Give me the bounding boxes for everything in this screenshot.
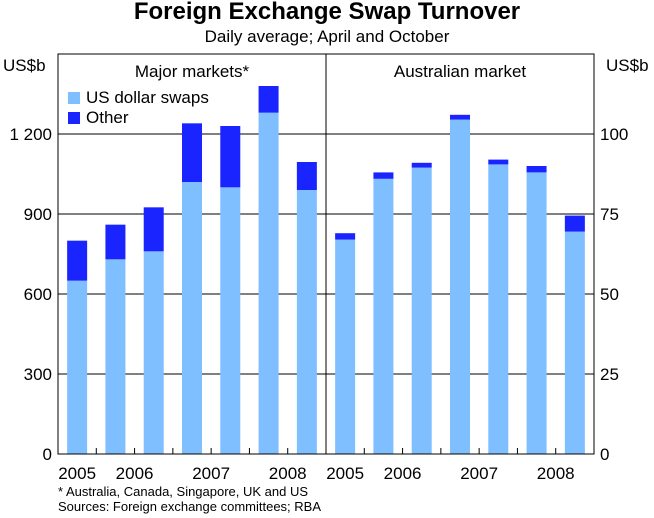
left-tick-label: 0 (43, 445, 52, 464)
major-bar-us-dollar-swaps (105, 259, 126, 454)
australian-bar-us-dollar-swaps (335, 239, 356, 454)
major-bar-us-dollar-swaps (296, 190, 317, 454)
major-bar-other (105, 224, 126, 260)
panel-title-major-markets: Major markets* (134, 62, 250, 81)
right-tick-label: 75 (600, 205, 619, 224)
legend-label-other: Other (86, 108, 129, 127)
major-bar-other (296, 162, 317, 190)
right-tick-label: 100 (600, 125, 628, 144)
australian-bar-other (450, 114, 470, 120)
major-bar-other (258, 86, 279, 113)
australian-bar-other (373, 172, 394, 179)
australian-bar-us-dollar-swaps (450, 119, 470, 454)
chart-title: Foreign Exchange Swap Turnover (133, 0, 521, 25)
major-bar-us-dollar-swaps (258, 112, 279, 455)
australian-year-label: 2007 (460, 464, 498, 483)
major-bar-us-dollar-swaps (182, 182, 202, 454)
chart-subtitle: Daily average; April and October (204, 27, 450, 46)
left-tick-label: 300 (24, 365, 52, 384)
australian-bar-us-dollar-swaps (488, 164, 509, 454)
australian-bar-other (564, 215, 585, 232)
legend-swatch-other (68, 112, 80, 124)
major-bar-other (67, 240, 88, 281)
australian-bar-other (335, 233, 356, 240)
legend-item-other: Other (68, 108, 129, 128)
major-bar-other (182, 123, 202, 182)
legend-swatch-us-dollar-swaps (68, 92, 80, 104)
left-tick-label: 600 (24, 285, 52, 304)
right-tick-label: 0 (600, 445, 609, 464)
major-year-label: 2008 (269, 464, 307, 483)
major-bar-us-dollar-swaps (67, 280, 88, 454)
footnote: * Australia, Canada, Singapore, UK and U… (58, 484, 309, 499)
australian-bar-us-dollar-swaps (564, 231, 585, 454)
major-bar-us-dollar-swaps (143, 251, 164, 454)
sources-note: Sources: Foreign exchange committees; RB… (58, 499, 322, 514)
legend-label-us-dollar-swaps: US dollar swaps (86, 88, 209, 107)
bars (67, 86, 585, 455)
australian-bar-other (526, 166, 547, 173)
left-tick-label: 900 (24, 205, 52, 224)
right-tick-label: 50 (600, 285, 619, 304)
panel-title-australian-market: Australian market (393, 62, 527, 81)
axis-labels: 0 300 600 900 1 200 0 25 50 75 100 2005 2006 2007 200… (9, 125, 628, 483)
right-tick-label: 25 (600, 365, 619, 384)
major-bar-us-dollar-swaps (220, 187, 241, 455)
major-bar-other (143, 207, 164, 252)
major-year-label: 2006 (116, 464, 154, 483)
australian-bar-us-dollar-swaps (526, 172, 547, 454)
major-year-label: 2005 (58, 464, 96, 483)
australian-bar-us-dollar-swaps (373, 178, 394, 455)
australian-year-label: 2008 (537, 464, 575, 483)
left-axis-unit: US$b (3, 56, 46, 75)
australian-year-label: 2006 (384, 464, 422, 483)
legend-item-us-dollar-swaps: US dollar swaps (68, 88, 209, 108)
right-axis-unit: US$b (606, 56, 649, 75)
australian-bar-other (411, 162, 432, 168)
australian-bar-us-dollar-swaps (411, 167, 432, 454)
left-tick-label: 1 200 (9, 125, 52, 144)
australian-year-label: 2005 (326, 464, 364, 483)
australian-bar-other (488, 159, 509, 165)
plot-frame (57, 53, 595, 455)
major-year-label: 2007 (192, 464, 230, 483)
major-bar-other (220, 126, 241, 188)
